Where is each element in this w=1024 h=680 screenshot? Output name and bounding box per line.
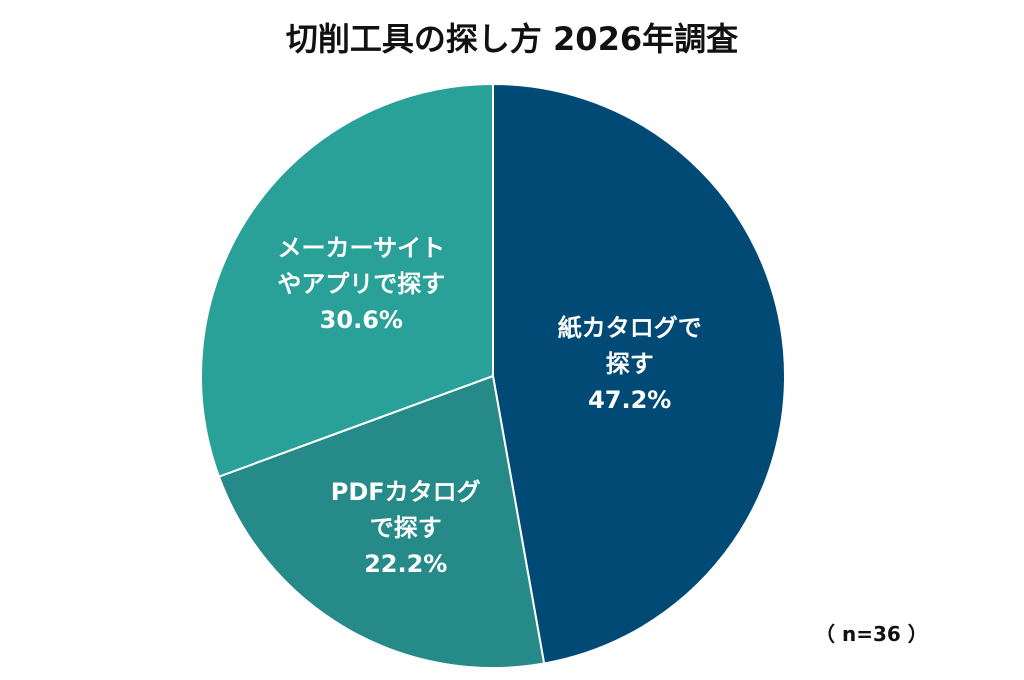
slice-label: メーカーサイトやアプリで探す 30.6% xyxy=(273,230,451,338)
category-label: PDFカタログで探す xyxy=(330,477,481,542)
value-label: 30.6% xyxy=(319,306,403,335)
annotation: （ n=36 ） xyxy=(815,622,928,646)
category-label: メーカーサイトやアプリで探す xyxy=(277,234,446,299)
slice-label: PDFカタログで探す 22.2% xyxy=(319,474,492,582)
pie-slice xyxy=(200,82,494,478)
chart-title: 切削工具の探し方 2026年調査 xyxy=(285,20,739,58)
value-label: 22.2% xyxy=(364,549,448,578)
value-label: 47.2% xyxy=(588,385,672,414)
pie-slice xyxy=(492,82,786,665)
category-label: 紙カタログで探す xyxy=(557,313,702,378)
slice-label: 紙カタログで探す 47.2% xyxy=(553,310,707,418)
pie-slice xyxy=(217,374,546,669)
